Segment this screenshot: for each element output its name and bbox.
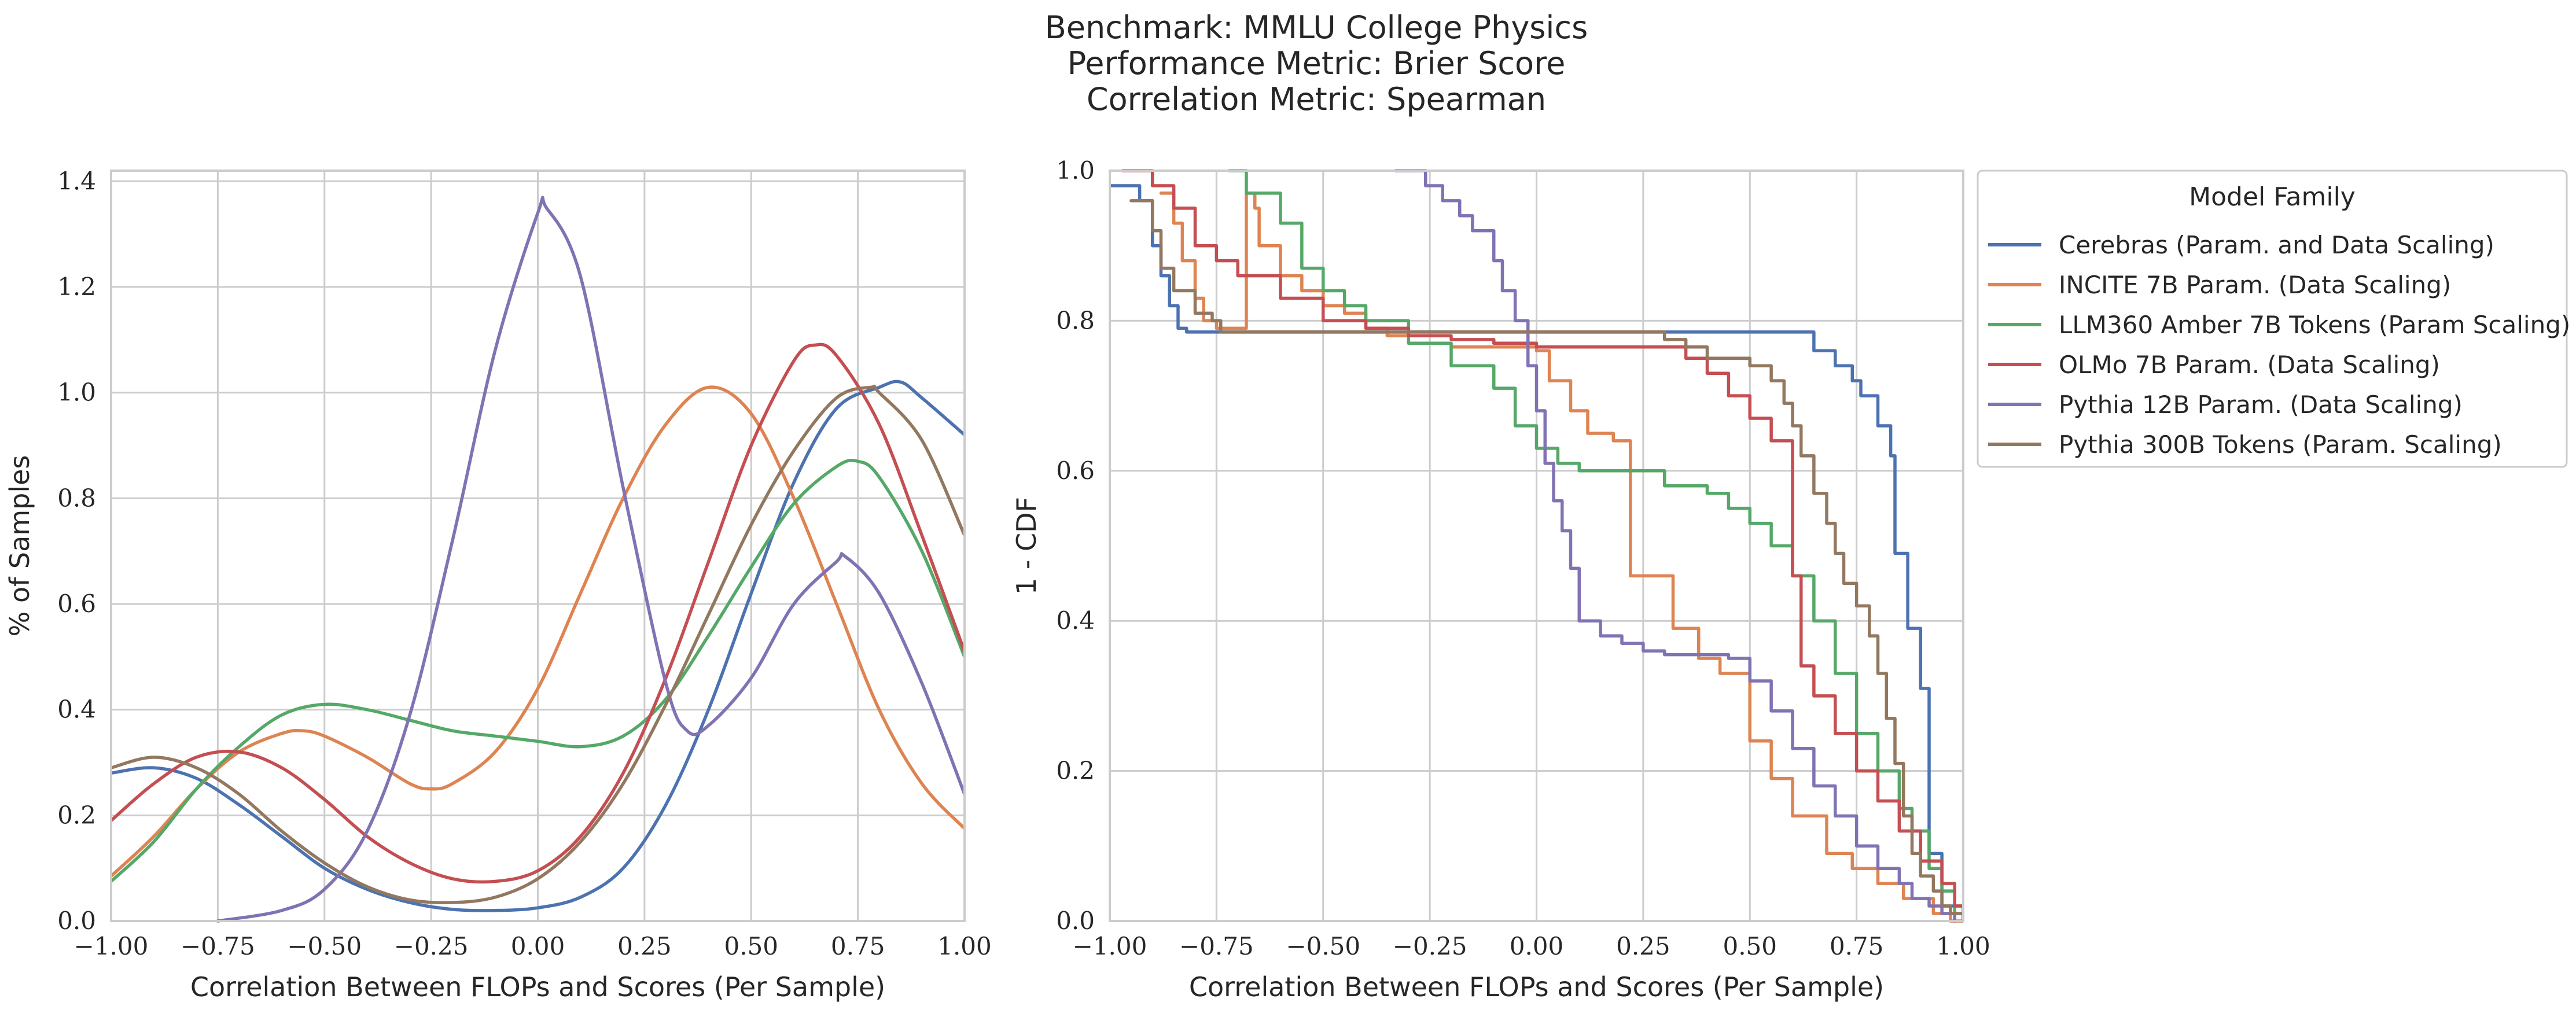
legend-title: Model Family [2189, 182, 2356, 212]
cdf-axes-frame [1109, 170, 1964, 922]
kde-y-tick-label: 1.4 [57, 167, 96, 195]
cdf-x-tick-label: 0.75 [1830, 932, 1884, 960]
cdf-x-tick-labels: −1.00 −0.75 −0.50 −0.25 0.00 0.25 0.50 0.75 1.00 [1073, 932, 1990, 960]
legend-box [1977, 170, 2568, 468]
cdf-x-tick-label: −0.75 [1179, 932, 1254, 960]
kde-x-tick-label: 0.50 [724, 932, 778, 960]
cdf-x-tick-label: 0.25 [1616, 932, 1670, 960]
cdf-series-incite-7b-param-data-scaling [1159, 191, 1963, 923]
kde-series-olmo-7b-param-data-scaling [111, 342, 965, 884]
figure-title: Benchmark: MMLU College Physics Performa… [1045, 9, 1588, 117]
kde-y-tick-label: 1.0 [57, 378, 96, 407]
kde-y-tick-labels: 0.0 0.2 0.4 0.6 0.8 1.0 1.2 1.4 [57, 167, 96, 935]
legend-label: Pythia 12B Param. (Data Scaling) [2059, 391, 2463, 419]
kde-x-tick-label: −1.00 [74, 932, 149, 960]
cdf-x-tick-label: 0.00 [1510, 932, 1564, 960]
cdf-x-tick-label: −0.50 [1286, 932, 1360, 960]
cdf-series-olmo-7b-param-data-scaling [1121, 169, 1963, 923]
kde-x-tick-label: 1.00 [937, 932, 992, 960]
cdf-y-tick-label: 0.0 [1056, 907, 1095, 935]
cdf-series-llm360-amber-7b-tokens-param-scaling [1227, 169, 1963, 923]
legend-label: LLM360 Amber 7B Tokens (Param Scaling) [2059, 311, 2570, 339]
kde-x-axis-label: Correlation Between FLOPs and Scores (Pe… [190, 971, 885, 1003]
legend-label: OLMo 7B Param. (Data Scaling) [2059, 351, 2440, 379]
legend-item-pythia-300b-tokens-param-scaling: Pythia 300B Tokens (Param. Scaling) [1988, 430, 2502, 459]
kde-y-tick-label: 0.6 [57, 590, 96, 618]
legend-label: Pythia 300B Tokens (Param. Scaling) [2059, 430, 2502, 459]
kde-y-tick-label: 1.2 [57, 272, 96, 301]
legend-label: Cerebras (Param. and Data Scaling) [2059, 231, 2494, 259]
cdf-y-axis-label: 1 - CDF [1011, 497, 1042, 595]
kde-y-tick-label: 0.4 [57, 695, 96, 724]
kde-x-tick-labels: −1.00 −0.75 −0.50 −0.25 0.00 0.25 0.50 0.75 1.00 [74, 932, 992, 960]
kde-axes-frame [110, 170, 966, 922]
cdf-plot-panel: −1.00 −0.75 −0.50 −0.25 0.00 0.25 0.50 0.75 1.00… [1011, 156, 1990, 1003]
kde-y-axis-label: % of Samples [4, 455, 35, 637]
legend-item-cerebras-param-and-data-scaling: Cerebras (Param. and Data Scaling) [1988, 231, 2494, 259]
kde-series [111, 196, 965, 923]
legend-label: INCITE 7B Param. (Data Scaling) [2059, 271, 2451, 299]
cdf-y-tick-labels: 0.0 0.2 0.4 0.6 0.8 1.0 [1056, 156, 1095, 935]
kde-x-tick-label: −0.50 [287, 932, 362, 960]
kde-series-incite-7b-param-data-scaling [111, 385, 965, 878]
cdf-y-tick-label: 0.2 [1056, 757, 1095, 785]
cdf-y-tick-label: 0.6 [1056, 456, 1095, 485]
cdf-x-tick-label: −1.00 [1073, 932, 1147, 960]
kde-x-tick-label: 0.25 [617, 932, 672, 960]
kde-series-cerebras-param-and-data-scaling [111, 380, 965, 912]
cdf-x-tick-label: −0.25 [1393, 932, 1467, 960]
cdf-series [1110, 169, 1963, 923]
kde-x-tick-label: 0.75 [831, 932, 885, 960]
kde-grid [110, 171, 966, 922]
cdf-y-tick-label: 0.4 [1056, 606, 1095, 635]
legend-item-incite-7b-param-data-scaling: INCITE 7B Param. (Data Scaling) [1988, 271, 2451, 299]
cdf-x-tick-label: 0.50 [1723, 932, 1777, 960]
legend: Model Family Cerebras (Param. and Data S… [1977, 170, 2570, 468]
title-line-3: Correlation Metric: Spearman [1087, 81, 1546, 117]
title-line-1: Benchmark: MMLU College Physics [1045, 9, 1588, 46]
kde-x-tick-label: −0.75 [181, 932, 255, 960]
cdf-series-pythia-300b-tokens-param-scaling [1129, 199, 1963, 923]
cdf-x-tick-label: 1.00 [1936, 932, 1990, 960]
kde-plot-panel: −1.00 −0.75 −0.50 −0.25 0.00 0.25 0.50 0.75 1.00… [4, 167, 992, 1003]
cdf-y-tick-label: 0.8 [1056, 306, 1095, 334]
title-line-2: Performance Metric: Brier Score [1068, 45, 1566, 82]
kde-x-tick-label: 0.00 [511, 932, 565, 960]
legend-item-llm360-amber-7b-tokens-param-scaling: LLM360 Amber 7B Tokens (Param Scaling) [1988, 311, 2570, 339]
kde-series-llm360-amber-7b-tokens-param-scaling [111, 458, 965, 883]
kde-y-tick-label: 0.2 [57, 801, 96, 829]
legend-items: Cerebras (Param. and Data Scaling) INCITE… [1988, 231, 2570, 459]
legend-item-pythia-12b-param-data-scaling: Pythia 12B Param. (Data Scaling) [1988, 391, 2463, 419]
cdf-x-axis-label: Correlation Between FLOPs and Scores (Pe… [1189, 971, 1884, 1003]
legend-item-olmo-7b-param-data-scaling: OLMo 7B Param. (Data Scaling) [1988, 351, 2440, 379]
kde-x-tick-label: −0.25 [394, 932, 469, 960]
cdf-series-pythia-12b-param-data-scaling [1394, 169, 1956, 923]
cdf-y-tick-label: 1.0 [1056, 156, 1095, 185]
kde-y-tick-label: 0.0 [57, 907, 96, 935]
kde-y-tick-label: 0.8 [57, 484, 96, 512]
kde-series-pythia-300b-tokens-param-scaling [111, 384, 965, 905]
kde-series-pythia-12b-param-data-scaling [216, 196, 965, 923]
